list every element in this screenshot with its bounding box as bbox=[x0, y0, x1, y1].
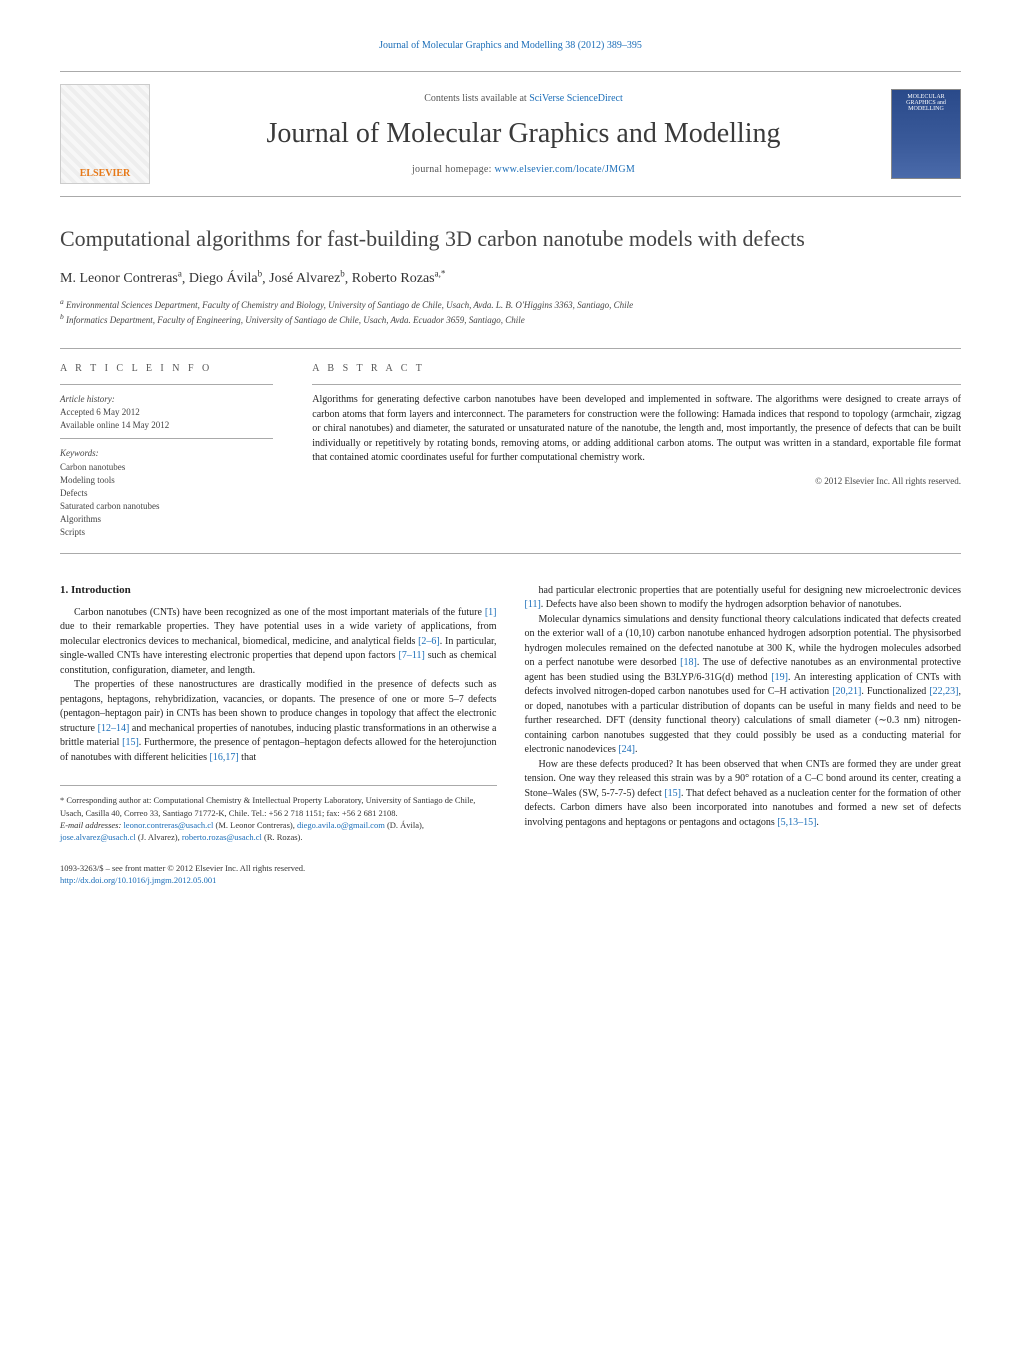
body-paragraph: had particular electronic properties tha… bbox=[525, 584, 962, 613]
citation-link[interactable]: [22,23] bbox=[929, 686, 958, 697]
footnotes: * Corresponding author at: Computational… bbox=[60, 785, 497, 843]
divider bbox=[312, 384, 961, 385]
running-head: Journal of Molecular Graphics and Modell… bbox=[60, 40, 961, 51]
email-label: E-mail addresses: bbox=[60, 820, 123, 830]
homepage-prefix: journal homepage: bbox=[412, 164, 495, 175]
author: Roberto Rozasa,* bbox=[352, 271, 446, 286]
citation-link[interactable]: [15] bbox=[122, 737, 139, 748]
article-info-heading: A R T I C L E I N F O bbox=[60, 363, 296, 374]
sciencedirect-link[interactable]: SciVerse ScienceDirect bbox=[529, 93, 623, 104]
author: José Alvarezb bbox=[269, 271, 345, 286]
citation-link[interactable]: [2–6] bbox=[418, 636, 440, 647]
author-affil-superscript: b bbox=[340, 269, 345, 279]
citation-link[interactable]: [19] bbox=[771, 672, 788, 683]
front-matter-line: 1093-3263/$ – see front matter © 2012 El… bbox=[60, 862, 497, 874]
keyword: Saturated carbon nanotubes bbox=[60, 500, 296, 513]
keyword: Algorithms bbox=[60, 513, 296, 526]
journal-title: Journal of Molecular Graphics and Modell… bbox=[166, 118, 881, 150]
abstract-copyright: © 2012 Elsevier Inc. All rights reserved… bbox=[312, 476, 961, 486]
affiliation-superscript: b bbox=[60, 312, 64, 321]
email-link[interactable]: roberto.rozas@usach.cl bbox=[182, 832, 262, 842]
contents-available-line: Contents lists available at SciVerse Sci… bbox=[166, 93, 881, 104]
abstract-text: Algorithms for generating defective carb… bbox=[312, 393, 961, 466]
article-info-block: A R T I C L E I N F O Article history: A… bbox=[60, 348, 961, 553]
citation-link[interactable]: [7–11] bbox=[399, 650, 425, 661]
article-info-left: A R T I C L E I N F O Article history: A… bbox=[60, 349, 312, 552]
abstract-block: A B S T R A C T Algorithms for generatin… bbox=[312, 349, 961, 552]
keyword: Scripts bbox=[60, 526, 296, 539]
citation-link[interactable]: [15] bbox=[664, 788, 681, 799]
journal-cover-thumbnail: MOLECULAR GRAPHICS and MODELLING bbox=[891, 89, 961, 179]
affiliation: a Environmental Sciences Department, Fac… bbox=[60, 297, 961, 312]
keywords-title: Keywords: bbox=[60, 447, 296, 460]
affiliation-superscript: a bbox=[60, 297, 64, 306]
cover-label: MOLECULAR GRAPHICS and MODELLING bbox=[906, 94, 946, 112]
author-affil-superscript: b bbox=[258, 269, 263, 279]
citation-link[interactable]: [11] bbox=[525, 599, 541, 610]
keyword: Defects bbox=[60, 487, 296, 500]
left-column: 1. Introduction Carbon nanotubes (CNTs) … bbox=[60, 584, 497, 886]
body-paragraph: Carbon nanotubes (CNTs) have been recogn… bbox=[60, 606, 497, 679]
contents-prefix: Contents lists available at bbox=[424, 93, 529, 104]
keyword: Carbon nanotubes bbox=[60, 461, 296, 474]
body-paragraph: Molecular dynamics simulations and densi… bbox=[525, 613, 962, 758]
email-link[interactable]: leonor.contreras@usach.cl bbox=[123, 820, 213, 830]
citation-link[interactable]: [16,17] bbox=[210, 752, 239, 763]
divider bbox=[60, 438, 273, 439]
header-center: Contents lists available at SciVerse Sci… bbox=[166, 93, 881, 175]
author-affil-superscript: a bbox=[178, 269, 182, 279]
doi-link[interactable]: http://dx.doi.org/10.1016/j.jmgm.2012.05… bbox=[60, 875, 216, 885]
doc-footer: 1093-3263/$ – see front matter © 2012 El… bbox=[60, 862, 497, 887]
history-line: Accepted 6 May 2012 bbox=[60, 406, 296, 419]
keyword: Modeling tools bbox=[60, 474, 296, 487]
citation-link[interactable]: [20,21] bbox=[832, 686, 861, 697]
author-affil-superscript: a,* bbox=[435, 269, 446, 279]
running-head-link[interactable]: Journal of Molecular Graphics and Modell… bbox=[379, 40, 642, 51]
publisher-logo: ELSEVIER bbox=[60, 84, 150, 184]
author: Diego Ávilab bbox=[189, 271, 262, 286]
affiliation-list: a Environmental Sciences Department, Fac… bbox=[60, 297, 961, 326]
body-paragraph: The properties of these nanostructures a… bbox=[60, 678, 497, 765]
journal-homepage-link[interactable]: www.elsevier.com/locate/JMGM bbox=[495, 164, 636, 175]
body-paragraph: How are these defects produced? It has b… bbox=[525, 758, 962, 831]
author: M. Leonor Contrerasa bbox=[60, 271, 182, 286]
body-columns: 1. Introduction Carbon nanotubes (CNTs) … bbox=[60, 584, 961, 886]
email-link[interactable]: diego.avila.o@gmail.com bbox=[297, 820, 385, 830]
author-list: M. Leonor Contrerasa, Diego Ávilab, José… bbox=[60, 269, 961, 288]
citation-link[interactable]: [12–14] bbox=[98, 723, 130, 734]
divider bbox=[60, 384, 273, 385]
email-addresses: E-mail addresses: leonor.contreras@usach… bbox=[60, 819, 497, 844]
journal-header: ELSEVIER Contents lists available at Sci… bbox=[60, 71, 961, 197]
section-heading: 1. Introduction bbox=[60, 584, 497, 596]
publisher-logo-label: ELSEVIER bbox=[80, 168, 131, 179]
citation-link[interactable]: [18] bbox=[680, 657, 697, 668]
citation-link[interactable]: [5,13–15] bbox=[777, 817, 816, 828]
article-title: Computational algorithms for fast-buildi… bbox=[60, 225, 961, 253]
citation-link[interactable]: [1] bbox=[485, 607, 497, 618]
journal-homepage-line: journal homepage: www.elsevier.com/locat… bbox=[166, 164, 881, 175]
citation-link[interactable]: [24] bbox=[618, 744, 635, 755]
history-line: Available online 14 May 2012 bbox=[60, 419, 296, 432]
corresponding-author-note: * Corresponding author at: Computational… bbox=[60, 794, 497, 819]
affiliation: b Informatics Department, Faculty of Eng… bbox=[60, 312, 961, 327]
article-history-title: Article history: bbox=[60, 393, 296, 406]
right-column: had particular electronic properties tha… bbox=[525, 584, 962, 886]
email-link[interactable]: jose.alvarez@usach.cl bbox=[60, 832, 136, 842]
abstract-heading: A B S T R A C T bbox=[312, 363, 961, 374]
